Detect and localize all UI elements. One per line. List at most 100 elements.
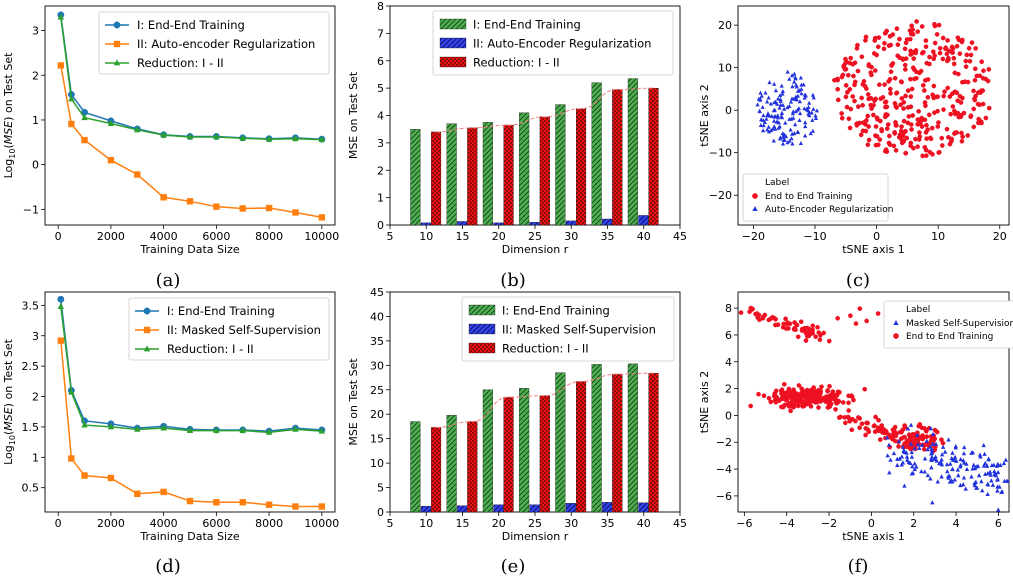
bar: [467, 421, 478, 513]
scatter-point: [738, 310, 744, 315]
scatter-point: [934, 32, 940, 37]
scatter-point: [945, 469, 950, 474]
legend-marker: [113, 59, 121, 66]
data-point: [213, 499, 220, 506]
x-tick-label: −6: [736, 517, 752, 530]
scatter-point: [968, 114, 974, 120]
scatter-point: [761, 393, 767, 399]
scatter-point: [981, 463, 987, 468]
x-tick-label: 2: [910, 517, 917, 530]
scatter-point: [783, 120, 788, 125]
scatter-point: [792, 79, 797, 84]
scatter-point: [912, 466, 917, 472]
data-point: [134, 171, 141, 178]
y-tick-label: 20: [718, 19, 732, 32]
data-point: [68, 455, 75, 462]
scatter-point: [873, 133, 878, 138]
bar: [519, 112, 530, 226]
data-point: [318, 427, 326, 434]
scatter-point: [821, 330, 827, 336]
scatter-point: [980, 88, 986, 93]
legend-swatch: [439, 37, 467, 49]
y-tick-label: 25: [370, 384, 384, 397]
scatter-point: [972, 66, 978, 72]
scatter-point: [945, 38, 950, 43]
scatter-point: [892, 424, 898, 430]
scatter-point: [765, 127, 770, 132]
scatter-point: [964, 461, 969, 466]
scatter-point: [798, 111, 803, 116]
scatter-point: [985, 491, 990, 497]
scatter-point: [943, 45, 949, 51]
scatter-point: [904, 37, 910, 42]
scatter-point: [783, 316, 788, 322]
y-tick-label: 15: [370, 433, 384, 446]
scatter-point: [862, 83, 868, 89]
scatter-point: [894, 26, 900, 32]
scatter-point: [786, 386, 792, 392]
scatter-point: [904, 450, 909, 455]
scatter-point: [775, 101, 780, 106]
scatter-point: [766, 95, 771, 100]
scatter-point: [763, 90, 768, 95]
scatter-point: [899, 462, 904, 467]
x-tick-label: 8000: [255, 230, 283, 243]
scatter-point: [931, 456, 937, 462]
data-point: [213, 203, 220, 210]
scatter-point: [914, 19, 919, 24]
scatter-point: [888, 42, 894, 48]
scatter-point: [871, 112, 876, 118]
bar: [457, 221, 468, 226]
scatter-point: [785, 69, 790, 74]
scatter-point: [793, 122, 798, 127]
scatter-point: [772, 81, 777, 86]
legend-label: Reduction: I - II: [502, 342, 589, 356]
scatter-point: [810, 92, 816, 97]
scatter-point: [908, 76, 913, 82]
scatter-point: [780, 404, 786, 410]
scatter-point: [798, 75, 803, 80]
scatter-point: [909, 127, 914, 132]
scatter-point: [794, 322, 800, 328]
data-point: [318, 214, 326, 221]
scatter-point: [799, 326, 805, 332]
scatter-point: [923, 147, 929, 153]
x-tick-label: 10000: [304, 517, 339, 530]
scatter-point: [906, 114, 912, 119]
scatter-point: [887, 434, 893, 440]
y-tick-label: 0: [725, 104, 732, 117]
scatter-point: [934, 458, 939, 463]
scatter-point: [959, 138, 965, 144]
scatter-point: [904, 135, 910, 141]
scatter-point: [773, 88, 778, 93]
scatter-point: [788, 400, 794, 405]
scatter-point: [979, 59, 985, 65]
scatter-point: [846, 116, 852, 122]
scatter-point: [963, 58, 969, 64]
scatter-point: [990, 482, 996, 487]
scatter-point: [992, 471, 998, 476]
scatter-point: [973, 46, 979, 51]
scatter-point: [908, 446, 913, 452]
scatter-point: [901, 99, 907, 105]
scatter-point: [960, 482, 966, 487]
legend-marker: [143, 345, 151, 352]
scatter-point: [988, 472, 993, 477]
x-tick-label: 45: [673, 517, 687, 530]
scatter-point: [986, 105, 992, 111]
scatter-point: [778, 93, 783, 98]
scatter-point: [778, 136, 783, 141]
scatter-point: [903, 67, 908, 72]
scatter-point: [850, 94, 856, 99]
scatter-point: [908, 31, 914, 37]
scatter-point: [793, 96, 798, 101]
scatter-point: [952, 454, 958, 459]
scatter-point: [834, 401, 840, 406]
scatter-point: [958, 464, 963, 469]
scatter-point: [940, 56, 946, 62]
scatter-point: [795, 130, 800, 135]
scatter-point: [903, 128, 908, 134]
legend-label: End to End Training: [765, 192, 852, 202]
panel-label-c: (c): [846, 270, 870, 291]
scatter-point: [905, 426, 911, 431]
